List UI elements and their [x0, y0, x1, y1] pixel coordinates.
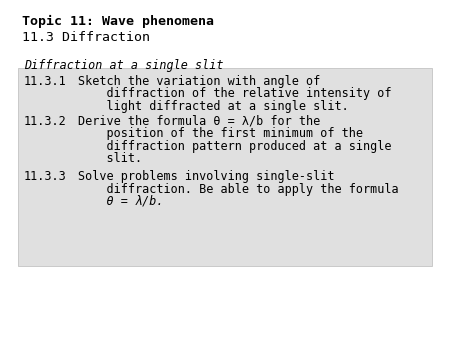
Bar [18, 68, 432, 266]
Text: 11.3 Diffraction: 11.3 Diffraction [22, 31, 150, 44]
Text: Diffraction at a single slit: Diffraction at a single slit [24, 59, 224, 72]
Text: slit.: slit. [78, 152, 142, 166]
Text: diffraction of the relative intensity of: diffraction of the relative intensity of [78, 88, 392, 100]
Text: 11.3.3: 11.3.3 [24, 170, 67, 183]
Text: diffraction pattern produced at a single: diffraction pattern produced at a single [78, 140, 392, 153]
Text: 11.3.2: 11.3.2 [24, 115, 67, 128]
Text: Derive the formula θ = λ/b for the: Derive the formula θ = λ/b for the [78, 115, 320, 128]
Text: light diffracted at a single slit.: light diffracted at a single slit. [78, 100, 349, 113]
Text: diffraction. Be able to apply the formula: diffraction. Be able to apply the formul… [78, 183, 399, 195]
Text: position of the first minimum of the: position of the first minimum of the [78, 127, 363, 141]
Text: Topic 11: Wave phenomena: Topic 11: Wave phenomena [22, 15, 214, 28]
Text: Solve problems involving single-slit: Solve problems involving single-slit [78, 170, 334, 183]
Text: θ = λ/b.: θ = λ/b. [78, 195, 163, 208]
Text: 11.3.1: 11.3.1 [24, 75, 67, 88]
Text: Sketch the variation with angle of: Sketch the variation with angle of [78, 75, 320, 88]
